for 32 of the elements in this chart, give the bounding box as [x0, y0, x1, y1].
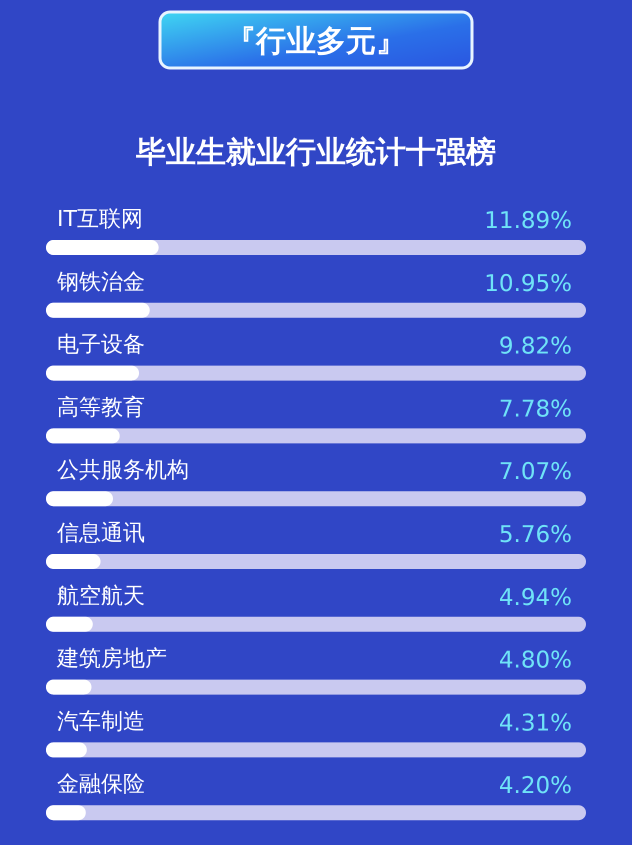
- bar: [46, 680, 92, 695]
- y-tick-label: 公共服务机构: [57, 458, 189, 484]
- data-label: 4.80%: [498, 648, 572, 674]
- bar: [46, 428, 120, 444]
- data-label: 5.76%: [498, 522, 572, 548]
- bar: [46, 491, 113, 506]
- y-tick-label: 高等教育: [57, 394, 145, 420]
- y-tick-label: 汽车制造: [57, 709, 145, 734]
- bar: [46, 302, 150, 318]
- chart-subtitle: 毕业生就业行业统计十强榜: [135, 135, 496, 170]
- bar: [46, 366, 140, 381]
- data-label: 4.31%: [498, 710, 572, 736]
- bar: [46, 742, 87, 758]
- y-tick-label: 航空航天: [57, 584, 145, 609]
- bar: [46, 240, 159, 255]
- data-label: 7.07%: [498, 459, 572, 486]
- bar: [46, 616, 93, 632]
- y-tick-label: 建筑房地产: [56, 646, 167, 672]
- data-label: 11.89%: [484, 208, 572, 234]
- y-tick-label: 信息通讯: [57, 521, 145, 546]
- data-label: 9.82%: [498, 334, 572, 360]
- data-label: 4.94%: [498, 584, 572, 611]
- bar: [46, 554, 101, 569]
- y-tick-label: 金融保险: [57, 772, 145, 798]
- chart-title: 『行业多元』: [226, 24, 406, 59]
- y-tick-label: 钢铁治金: [56, 270, 145, 295]
- data-label: 10.95%: [484, 270, 572, 297]
- y-tick-label: IT互联网: [57, 207, 143, 232]
- data-label: 4.20%: [498, 773, 572, 800]
- y-tick-label: 电子设备: [57, 332, 145, 358]
- data-label: 7.78%: [498, 396, 572, 422]
- bar: [46, 805, 86, 820]
